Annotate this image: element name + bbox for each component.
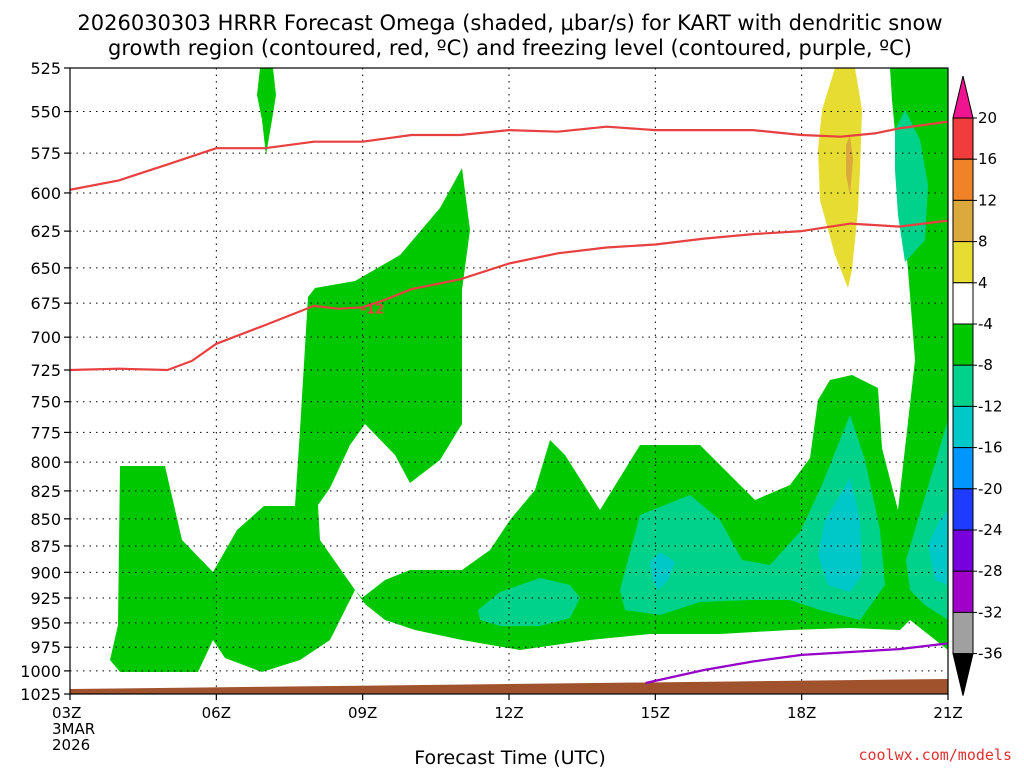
y-tick-label: 1025 <box>20 685 61 704</box>
contour-layer: -12 <box>70 120 948 685</box>
y-tick-label: 775 <box>30 423 61 442</box>
colorbar-label: -32 <box>978 603 1003 621</box>
colorbar-label: -8 <box>978 356 993 374</box>
y-tick-label: 675 <box>30 294 61 313</box>
y-tick-label: 800 <box>30 453 61 472</box>
y-tick-label: 900 <box>30 563 61 582</box>
y-tick-label: 750 <box>30 393 61 412</box>
x-tick-label: 15Z <box>641 704 670 722</box>
x-axis-label: Forecast Time (UTC) <box>414 747 605 768</box>
y-tick-label: 650 <box>30 259 61 278</box>
colorbar-label: -24 <box>978 521 1003 539</box>
dgz-contour-line <box>70 120 948 191</box>
colorbar-label: -16 <box>978 439 1003 457</box>
ground <box>70 679 948 694</box>
y-tick-label: 850 <box>30 510 61 529</box>
x-date-label: 2026 <box>52 736 90 754</box>
colorbar-swatch <box>952 611 974 655</box>
omega-region-cyan-east <box>818 478 862 592</box>
colorbar-swatch <box>952 570 974 613</box>
omega-region-yellow-upward <box>818 68 862 288</box>
omega-region-orange-upward <box>846 135 853 195</box>
colorbar-label: 8 <box>978 233 988 251</box>
colorbar-label: -36 <box>978 645 1003 663</box>
ground-surface <box>70 679 948 694</box>
y-tick-label: 625 <box>30 222 61 241</box>
y-tick-label: 525 <box>30 59 61 78</box>
x-tick-label: 21Z <box>933 704 962 722</box>
colorbar-swatch <box>952 282 974 325</box>
x-tick-label: 18Z <box>787 704 816 722</box>
y-tick-label: 600 <box>30 184 61 203</box>
y-tick-label: 550 <box>30 103 61 122</box>
colorbar-label: -28 <box>978 562 1003 580</box>
x-tick-label: 12Z <box>494 704 523 722</box>
y-tick-label: 1000 <box>20 662 61 681</box>
colorbar-label: -4 <box>978 315 993 333</box>
dgz-contour-label: -12 <box>361 303 385 318</box>
colorbar-swatch <box>952 405 974 449</box>
colorbar-swatch <box>952 447 974 490</box>
colorbar-label: 12 <box>978 191 997 209</box>
x-tick-label: 06Z <box>202 704 231 722</box>
y-tick-label: 975 <box>30 638 61 657</box>
colorbar-label: -20 <box>978 480 1003 498</box>
omega-region-green-west <box>110 68 948 672</box>
omega-region-cyan-center <box>650 552 675 590</box>
colorbar-swatch <box>952 199 974 243</box>
colorbar: 20 16 12 8 4 -4 -8 -12 -16 -20 -24 -28 -32 -36 <box>952 75 1003 696</box>
colorbar-swatch <box>952 529 974 572</box>
colorbar-swatch <box>952 158 974 201</box>
colorbar-label: 4 <box>978 274 988 292</box>
colorbar-swatch <box>952 117 974 160</box>
y-tick-label: 825 <box>30 482 61 501</box>
x-tick-label: 09Z <box>348 704 377 722</box>
colorbar-swatch <box>952 364 974 407</box>
y-tick-label: 925 <box>30 589 61 608</box>
y-tick-label: 700 <box>30 328 61 347</box>
omega-region-teal-east <box>620 415 885 620</box>
omega-region-cyan-right-edge <box>928 510 948 585</box>
colorbar-bottom-arrow <box>952 653 974 696</box>
colorbar-label: 16 <box>978 150 997 168</box>
chart-title-line-2: growth region (contoured, red, ºC) and f… <box>108 36 912 60</box>
y-tick-label: 875 <box>30 537 61 556</box>
colorbar-label: -12 <box>978 397 1003 415</box>
colorbar-top-arrow <box>952 75 974 119</box>
omega-shading <box>110 68 948 672</box>
colorbar-swatch <box>952 323 974 366</box>
omega-region-teal-center <box>478 578 580 626</box>
chart-title-line-1: 2026030303 HRRR Forecast Omega (shaded, … <box>77 11 942 35</box>
credit-text: coolwx.com/models <box>858 746 1012 764</box>
colorbar-swatch <box>952 241 974 284</box>
freezing-level-line <box>645 642 948 685</box>
x-date-label: 3MAR <box>52 720 95 738</box>
y-tick-label: 575 <box>30 144 61 163</box>
y-tick-label: 725 <box>30 361 61 380</box>
x-tick-label: 03Z <box>52 704 81 722</box>
colorbar-swatch <box>952 488 974 531</box>
dgz-contour-line <box>70 219 948 372</box>
y-axis: 525 550 575 600 625 650 675 700 725 750 775 800 825 8… <box>20 59 70 704</box>
y-tick-label: 950 <box>30 614 61 633</box>
colorbar-label: 20 <box>978 109 997 127</box>
plot-area: -12 <box>69 67 949 695</box>
